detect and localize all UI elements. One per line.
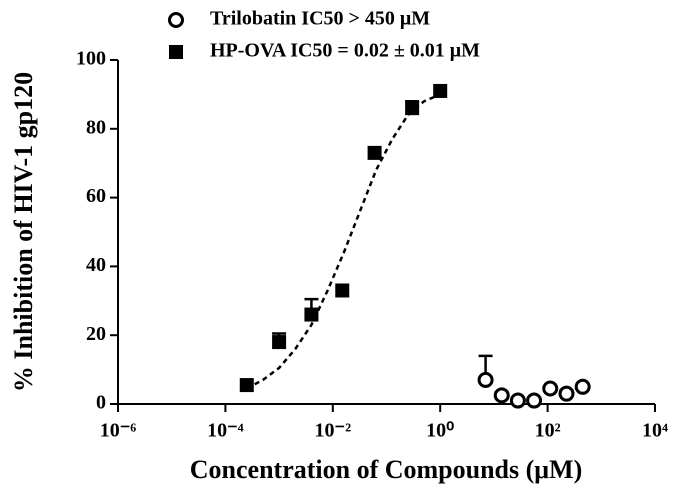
- data-point: [526, 392, 543, 409]
- x-tick-label: 10⁻⁶: [100, 420, 137, 442]
- data-point: [558, 385, 575, 402]
- x-axis-title: Concentration of Compounds (μM): [190, 455, 582, 484]
- y-tick-label: 40: [86, 254, 106, 276]
- x-tick-label: 10⁴: [642, 420, 668, 442]
- x-tick-label: 10⁻²: [315, 420, 352, 442]
- y-tick-label: 80: [86, 116, 106, 138]
- x-tick-label: 10⁰: [426, 420, 454, 442]
- data-point: [542, 380, 559, 397]
- y-tick-label: 60: [86, 185, 106, 207]
- data-point: [304, 307, 319, 322]
- legend-marker: [168, 12, 184, 28]
- legend-label: Trilobatin IC50 > 450 μM: [210, 8, 430, 30]
- y-axis-title: % Inhibition of HIV-1 gp120: [9, 72, 38, 392]
- data-point: [477, 371, 494, 388]
- data-point: [272, 335, 287, 350]
- legend-marker: [169, 45, 183, 59]
- legend-label: HP-OVA IC50 = 0.02 ± 0.01 μM: [210, 40, 480, 62]
- y-tick-label: 0: [96, 392, 106, 414]
- data-point: [405, 101, 420, 116]
- y-tick-label: 100: [76, 48, 106, 70]
- data-point: [335, 283, 350, 298]
- fit-curve: [246, 93, 441, 390]
- data-point: [433, 83, 448, 98]
- data-point: [509, 392, 526, 409]
- data-point: [574, 378, 591, 395]
- data-point: [367, 145, 382, 160]
- data-point: [239, 378, 254, 393]
- x-tick-label: 10⁻⁴: [207, 420, 244, 442]
- y-tick-label: 20: [86, 323, 106, 345]
- data-point: [493, 387, 510, 404]
- x-tick-label: 10²: [535, 420, 561, 442]
